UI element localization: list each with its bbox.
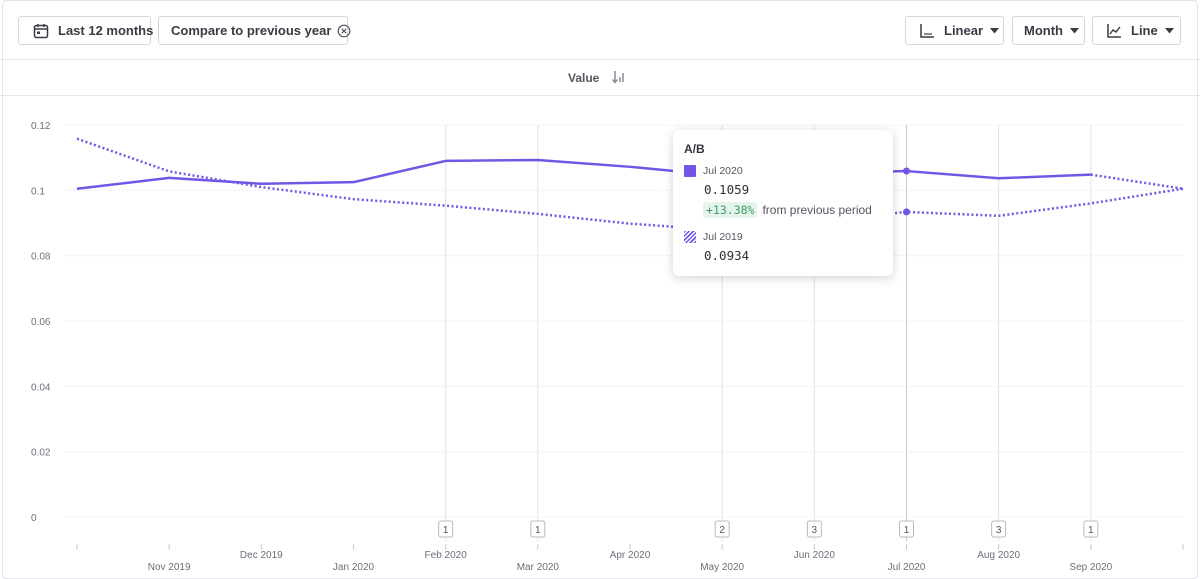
tooltip-change: +13.38% from previous period — [703, 202, 882, 218]
tooltip-current-period: Jul 2020 — [703, 165, 743, 177]
annotation-count: 3 — [812, 525, 818, 536]
annotation-marker[interactable]: 1 — [899, 520, 914, 538]
y-tick-label: 0 — [31, 513, 37, 524]
change-suffix: from previous period — [762, 203, 872, 217]
y-tick-label: 0.12 — [31, 121, 51, 132]
annotation-marker[interactable]: 2 — [714, 520, 730, 538]
x-tick-label: Mar 2020 — [517, 562, 560, 573]
scale-label: Linear — [944, 23, 984, 38]
annotation-marker[interactable]: 1 — [438, 520, 454, 538]
compare-label: Compare to previous year — [171, 23, 332, 38]
y-tick-label: 0.06 — [31, 317, 51, 328]
solid-series-swatch — [684, 165, 696, 177]
y-tick-label: 0.04 — [31, 382, 51, 393]
axis-labels: 0.12 0.1 0.08 0.06 0.04 0.02 0 Nov 2019 Dec 2019… — [31, 121, 1184, 573]
scale-dropdown[interactable]: Linear — [905, 16, 1004, 45]
x-tick-label: Dec 2019 — [240, 550, 283, 561]
annotation-marker[interactable]: 1 — [530, 520, 546, 538]
chevron-down-icon — [1069, 27, 1079, 34]
tooltip-previous-period: Jul 2019 — [703, 231, 743, 243]
x-tick-label: Aug 2020 — [977, 550, 1020, 561]
series-line-current[interactable] — [76, 158, 1091, 190]
data-tooltip: A/B Jul 2020 0.1059 +13.38% from previou… — [673, 130, 893, 276]
annotation-marker[interactable]: 1 — [1083, 520, 1099, 538]
series-line-previous[interactable] — [76, 137, 1184, 232]
change-badge: +13.38% — [703, 202, 758, 218]
sort-icon[interactable] — [610, 69, 626, 90]
tooltip-current-row: Jul 2020 — [684, 164, 882, 178]
hatched-series-swatch — [684, 231, 696, 243]
x-tick-label: Sep 2020 — [1069, 562, 1112, 573]
axis-icon — [919, 23, 935, 39]
x-tick-label: May 2020 — [700, 562, 744, 573]
annotation-marker[interactable]: 3 — [991, 520, 1007, 538]
annotation-count: 1 — [904, 525, 910, 536]
series-line-current-partial[interactable] — [1090, 173, 1184, 190]
line-chart[interactable]: 0.12 0.1 0.08 0.06 0.04 0.02 0 Nov 2019 Dec 2019… — [0, 96, 1200, 579]
compare-button[interactable]: Compare to previous year — [158, 16, 351, 45]
x-tick-label: Feb 2020 — [425, 550, 468, 561]
interval-dropdown[interactable]: Month — [1012, 16, 1085, 45]
annotation-count: 1 — [443, 525, 449, 536]
series — [76, 137, 1184, 232]
tooltip-previous-value: 0.0934 — [704, 248, 750, 263]
annotation-count: 1 — [535, 525, 541, 536]
y-tick-label: 0.08 — [31, 252, 51, 263]
previous-point-marker — [903, 208, 910, 216]
interval-label: Month — [1024, 23, 1063, 38]
value-column-label: Value — [568, 71, 600, 85]
x-tick-label: Nov 2019 — [148, 562, 191, 573]
chevron-down-icon — [1164, 27, 1174, 34]
annotation-markers: 1 1 2 3 1 3 1 — [438, 520, 1099, 538]
x-tick-label: Apr 2020 — [610, 550, 651, 561]
date-range-button[interactable]: Last 12 months — [18, 16, 154, 45]
calendar-icon — [33, 23, 49, 39]
y-tick-label: 0.02 — [31, 448, 51, 459]
line-chart-icon — [1106, 23, 1122, 39]
tooltip-previous-row: Jul 2019 — [684, 230, 882, 244]
column-header: Value — [0, 60, 1200, 96]
tooltip-title: A/B — [684, 142, 705, 156]
x-tick-label: Jun 2020 — [794, 550, 836, 561]
tooltip-current-value: 0.1059 — [704, 182, 750, 197]
annotation-count: 1 — [1088, 525, 1094, 536]
annotation-count: 3 — [996, 525, 1002, 536]
x-tick-label: Jan 2020 — [333, 562, 375, 573]
chart-type-dropdown[interactable]: Line — [1092, 16, 1181, 45]
date-range-label: Last 12 months — [58, 23, 154, 38]
chevron-down-icon — [990, 27, 1000, 34]
annotation-count: 2 — [719, 525, 725, 536]
chart-type-label: Line — [1131, 23, 1158, 38]
grid — [66, 124, 1184, 541]
x-tick-label: Jul 2020 — [888, 562, 926, 573]
annotation-marker[interactable]: 3 — [806, 520, 822, 538]
chart-toolbar: Last 12 months Compare to previous year … — [0, 0, 1200, 60]
current-point-marker — [903, 167, 910, 175]
y-tick-label: 0.1 — [31, 186, 45, 197]
close-circle-icon[interactable] — [337, 24, 351, 38]
